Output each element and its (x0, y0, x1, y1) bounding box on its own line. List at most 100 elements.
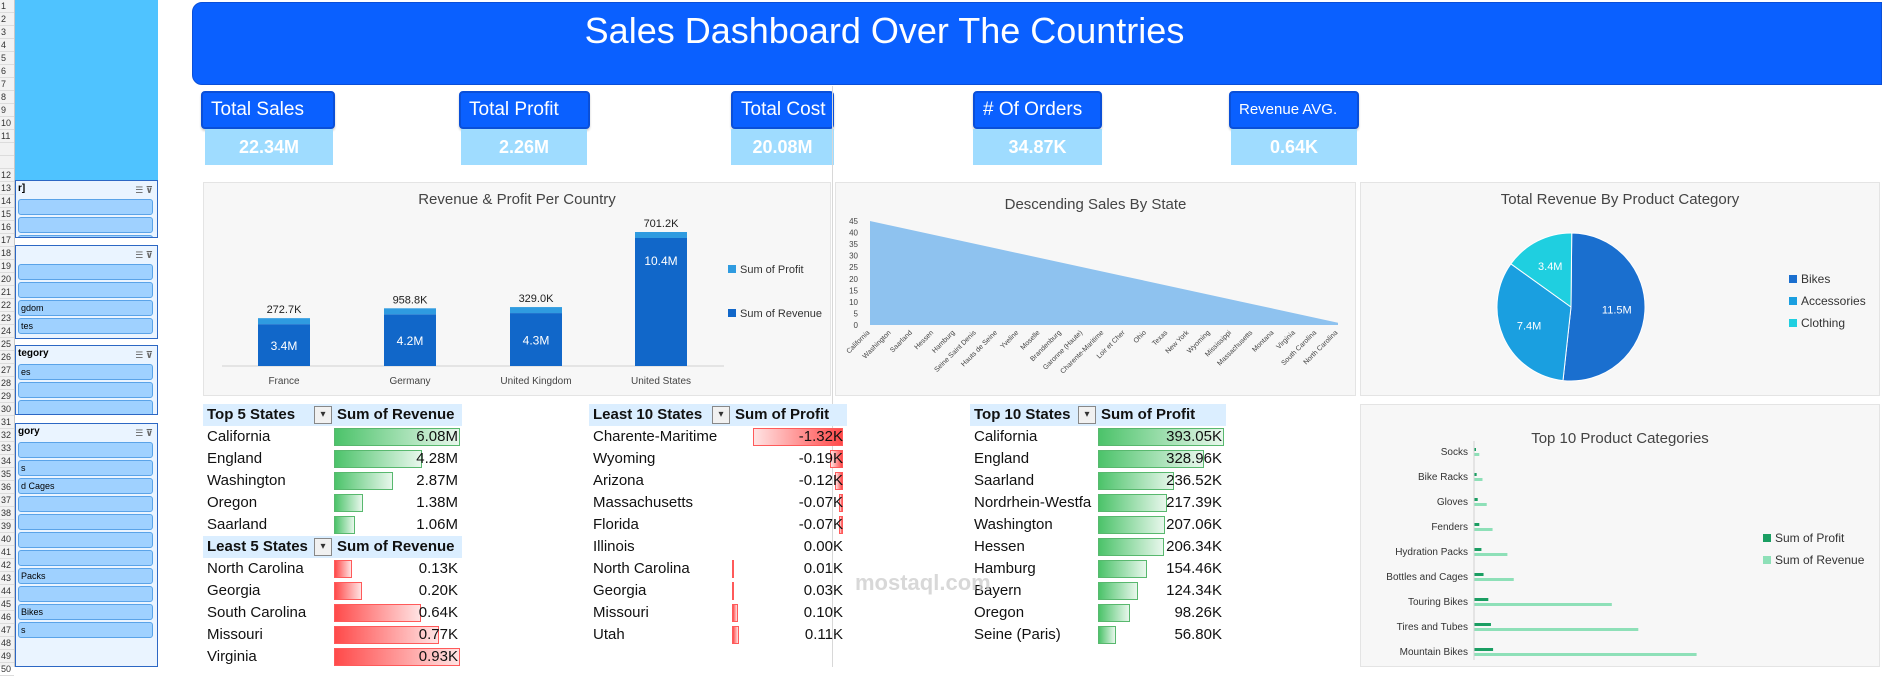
slicer-item[interactable] (18, 199, 153, 215)
row-number[interactable]: 14 (0, 195, 14, 208)
row-number[interactable]: 26 (0, 351, 14, 364)
table-row[interactable]: North Carolina 0.01K (589, 558, 847, 580)
row-number[interactable]: 45 (0, 598, 14, 611)
filter-icon[interactable]: ▾ (314, 406, 332, 424)
table-row[interactable]: Hessen 206.34K (970, 536, 1226, 558)
slicer[interactable]: tegory ☰ ⊽ es (15, 345, 158, 415)
slicer-item[interactable]: s (18, 622, 153, 638)
table-row[interactable]: Saarland 236.52K (970, 470, 1226, 492)
row-number[interactable]: 48 (0, 637, 14, 650)
table-row[interactable]: South Carolina 0.64K (203, 602, 462, 624)
table-row[interactable]: Massachusetts -0.07K (589, 492, 847, 514)
row-number[interactable]: 24 (0, 325, 14, 338)
slicer-item[interactable]: Bikes (18, 604, 153, 620)
row-number[interactable]: 19 (0, 260, 14, 273)
row-number[interactable]: 39 (0, 520, 14, 533)
row-number[interactable]: 30 (0, 403, 14, 416)
row-number[interactable]: 4 (0, 39, 14, 52)
slicer-item[interactable]: gdom (18, 300, 153, 316)
row-number[interactable]: 42 (0, 559, 14, 572)
row-number[interactable] (0, 156, 14, 169)
row-number[interactable]: 49 (0, 650, 14, 663)
table-row[interactable]: Washington 2.87M (203, 470, 462, 492)
filter-icon[interactable]: ▾ (314, 538, 332, 556)
multi-select-icon[interactable]: ☰ ⊽ (135, 350, 153, 360)
slicer[interactable]: gory ☰ ⊽ s d Cages Packs Bikes s (15, 423, 158, 667)
table-row[interactable]: Utah 0.11K (589, 624, 847, 646)
multi-select-icon[interactable]: ☰ ⊽ (135, 185, 153, 195)
row-number[interactable]: 41 (0, 546, 14, 559)
row-number[interactable]: 28 (0, 377, 14, 390)
table-row[interactable]: Missouri 0.10K (589, 602, 847, 624)
row-number[interactable]: 35 (0, 468, 14, 481)
row-number[interactable]: 46 (0, 611, 14, 624)
slicer-item[interactable]: es (18, 364, 153, 380)
table-row[interactable]: Illinois 0.00K (589, 536, 847, 558)
row-number[interactable]: 21 (0, 286, 14, 299)
row-number[interactable] (0, 143, 14, 156)
row-number[interactable]: 44 (0, 585, 14, 598)
row-number[interactable]: 22 (0, 299, 14, 312)
row-number[interactable]: 31 (0, 416, 14, 429)
row-number[interactable]: 29 (0, 390, 14, 403)
slicer-item[interactable] (18, 514, 153, 530)
row-number[interactable]: 27 (0, 364, 14, 377)
slicer-item[interactable] (18, 217, 153, 233)
row-number[interactable]: 38 (0, 507, 14, 520)
row-number[interactable]: 37 (0, 494, 14, 507)
row-number[interactable]: 9 (0, 104, 14, 117)
slicer[interactable]: ☰ ⊽ gdom tes (15, 245, 158, 339)
table-row[interactable]: England 4.28M (203, 448, 462, 470)
slicer-item[interactable] (18, 282, 153, 298)
filter-icon[interactable]: ▾ (1078, 406, 1096, 424)
row-number[interactable]: 43 (0, 572, 14, 585)
table-row[interactable]: Oregon 1.38M (203, 492, 462, 514)
multi-select-icon[interactable]: ☰ ⊽ (135, 250, 153, 260)
table-row[interactable]: Nordrhein-Westfa 217.39K (970, 492, 1226, 514)
row-number[interactable]: 13 (0, 182, 14, 195)
slicer[interactable]: r] ☰ ⊽ (15, 180, 158, 238)
slicer-item[interactable] (18, 264, 153, 280)
revenue-category-panel[interactable]: Total Revenue By Product Category 11.5M 7… (1360, 182, 1880, 396)
row-number[interactable]: 33 (0, 442, 14, 455)
row-number[interactable]: 25 (0, 338, 14, 351)
slicer-item[interactable] (18, 400, 153, 414)
slicer-item[interactable]: d Cages (18, 478, 153, 494)
table-row[interactable]: Georgia 0.20K (203, 580, 462, 602)
table-row[interactable]: Oregon 98.26K (970, 602, 1226, 624)
row-number[interactable]: 8 (0, 91, 14, 104)
table-row[interactable]: Arizona -0.12K (589, 470, 847, 492)
slicer-item[interactable] (18, 442, 153, 458)
row-number[interactable]: 16 (0, 221, 14, 234)
row-number[interactable]: 10 (0, 117, 14, 130)
slicer-item[interactable]: tes (18, 318, 153, 334)
row-number[interactable]: 15 (0, 208, 14, 221)
row-number[interactable]: 1 (0, 0, 14, 13)
slicer-item[interactable] (18, 382, 153, 398)
slicer-item[interactable] (18, 496, 153, 512)
slicer-item[interactable]: Packs (18, 568, 153, 584)
row-number[interactable]: 23 (0, 312, 14, 325)
row-number[interactable]: 47 (0, 624, 14, 637)
table-row[interactable]: Missouri 0.77K (203, 624, 462, 646)
table-row[interactable]: California 6.08M (203, 426, 462, 448)
table-row[interactable]: England 328.96K (970, 448, 1226, 470)
table-row[interactable]: Wyoming -0.19K (589, 448, 847, 470)
descending-sales-panel[interactable]: Descending Sales By State 45 40 35 30 25 20 15… (835, 182, 1356, 396)
row-number[interactable]: 20 (0, 273, 14, 286)
row-number[interactable]: 6 (0, 65, 14, 78)
row-number[interactable]: 40 (0, 533, 14, 546)
row-number[interactable]: 18 (0, 247, 14, 260)
table-row[interactable]: California 393.05K (970, 426, 1226, 448)
table-row[interactable]: Charente-Maritime -1.32K (589, 426, 847, 448)
row-number[interactable]: 11 (0, 130, 14, 143)
table-row[interactable]: Washington 207.06K (970, 514, 1226, 536)
slicer-item[interactable] (18, 586, 153, 602)
table-row[interactable]: North Carolina 0.13K (203, 558, 462, 580)
row-number[interactable]: 17 (0, 234, 14, 247)
row-number[interactable]: 32 (0, 429, 14, 442)
row-number[interactable]: 2 (0, 13, 14, 26)
row-number[interactable]: 34 (0, 455, 14, 468)
table-row[interactable]: Georgia 0.03K (589, 580, 847, 602)
row-number[interactable]: 36 (0, 481, 14, 494)
